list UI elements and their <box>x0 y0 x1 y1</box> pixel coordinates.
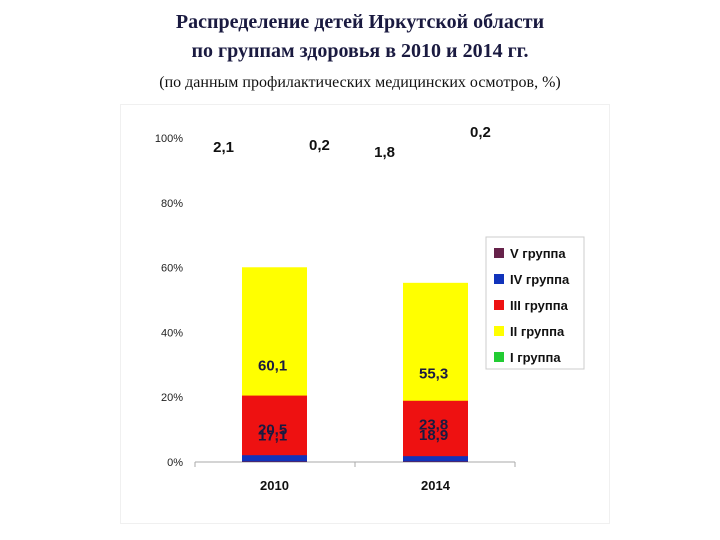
bar-segment <box>242 455 307 462</box>
x-tick-label: 2010 <box>260 478 289 493</box>
data-label: 2,1 <box>213 139 234 156</box>
y-tick-label: 100% <box>155 133 183 145</box>
legend-swatch <box>494 248 504 258</box>
legend-item-label: III группа <box>510 298 569 313</box>
bar-segment <box>403 461 468 462</box>
legend-item-label: IV группа <box>510 272 570 287</box>
bar-segment <box>403 456 468 462</box>
data-label: 55,3 <box>419 365 448 382</box>
legend-item-label: II группа <box>510 324 565 339</box>
y-tick-label: 40% <box>161 327 183 339</box>
bar-segment <box>242 395 307 462</box>
chart-title-line2: по группам здоровья в 2010 и 2014 гг. <box>191 40 529 62</box>
legend-item-label: I группа <box>510 350 561 365</box>
y-tick-label: 60% <box>161 263 183 275</box>
data-label: 17,1 <box>258 427 287 444</box>
data-label: 1,8 <box>374 144 395 161</box>
data-label: 23,8 <box>419 416 448 433</box>
chart-title-line1: Распределение детей Иркутской области <box>175 11 545 33</box>
legend-box <box>485 236 585 370</box>
data-label: 0,2 <box>470 124 491 141</box>
bar-segment <box>242 461 307 462</box>
legend-swatch <box>494 352 504 362</box>
chart-subtitle: (по данным профилактических медицинских … <box>159 74 561 91</box>
y-tick-label: 20% <box>161 392 183 404</box>
x-tick-label: 2014 <box>421 478 451 493</box>
legend-swatch <box>494 274 504 284</box>
data-label: 0,2 <box>309 137 330 154</box>
data-label: 18,9 <box>419 427 448 444</box>
data-label: 20,5 <box>258 422 287 439</box>
legend-swatch <box>494 326 504 336</box>
y-tick-label: 0% <box>167 457 183 469</box>
legend-item-label: V группа <box>510 246 566 261</box>
legend-swatch <box>494 300 504 310</box>
bar-segment <box>403 400 468 462</box>
y-tick-label: 80% <box>161 198 183 210</box>
data-label: 60,1 <box>258 358 287 375</box>
